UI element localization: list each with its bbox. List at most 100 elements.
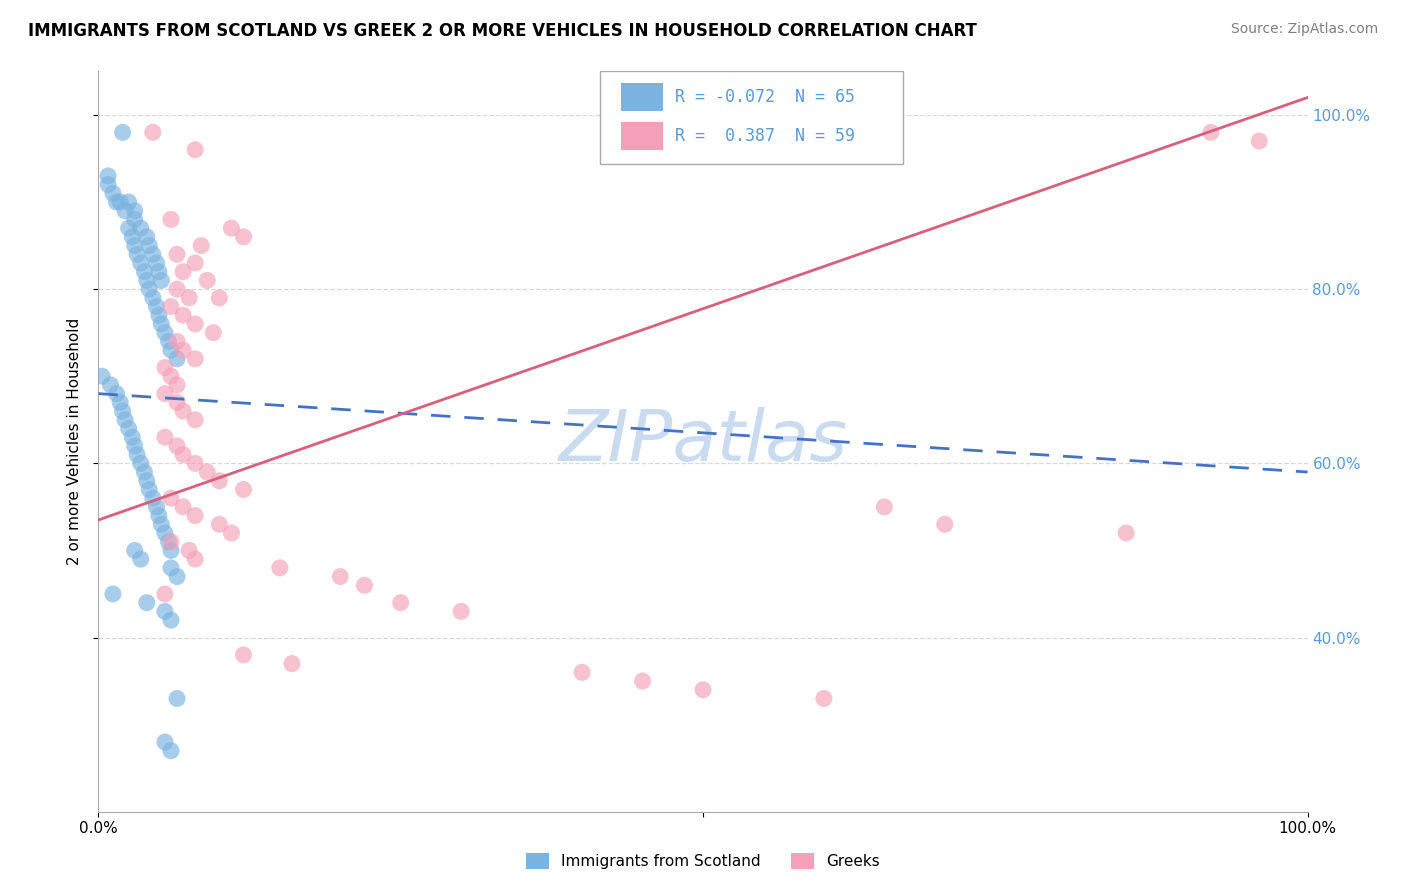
- Point: [353, 578, 375, 592]
- Point: [389, 596, 412, 610]
- Point: [184, 143, 207, 157]
- Point: [118, 194, 141, 209]
- FancyBboxPatch shape: [621, 122, 664, 150]
- Point: [127, 448, 149, 462]
- Point: [166, 378, 188, 392]
- Point: [145, 300, 167, 314]
- Point: [160, 343, 183, 357]
- Point: [329, 569, 352, 583]
- Point: [121, 230, 143, 244]
- Point: [172, 308, 194, 322]
- Point: [208, 291, 231, 305]
- Point: [153, 735, 176, 749]
- Point: [153, 326, 176, 340]
- Point: [813, 691, 835, 706]
- Point: [1115, 526, 1137, 541]
- Point: [269, 561, 291, 575]
- Point: [166, 439, 188, 453]
- FancyBboxPatch shape: [621, 83, 664, 111]
- Point: [124, 543, 146, 558]
- Point: [172, 265, 194, 279]
- Point: [111, 404, 134, 418]
- Point: [145, 256, 167, 270]
- Point: [142, 247, 165, 261]
- Point: [195, 465, 218, 479]
- Text: R = -0.072  N = 65: R = -0.072 N = 65: [675, 87, 855, 106]
- Point: [148, 265, 170, 279]
- Point: [221, 221, 243, 235]
- Point: [124, 439, 146, 453]
- Point: [142, 291, 165, 305]
- Point: [97, 169, 120, 183]
- Point: [135, 230, 157, 244]
- Point: [184, 256, 207, 270]
- Point: [160, 534, 183, 549]
- Point: [166, 351, 188, 366]
- Point: [100, 378, 122, 392]
- Point: [134, 265, 156, 279]
- Y-axis label: 2 or more Vehicles in Household: 2 or more Vehicles in Household: [67, 318, 83, 566]
- Point: [91, 369, 114, 384]
- Point: [232, 483, 254, 497]
- Point: [179, 291, 201, 305]
- Point: [101, 587, 124, 601]
- Point: [153, 386, 176, 401]
- Point: [124, 212, 146, 227]
- Point: [160, 613, 183, 627]
- Point: [172, 343, 194, 357]
- Point: [232, 648, 254, 662]
- Point: [184, 552, 207, 566]
- Point: [873, 500, 896, 514]
- Point: [184, 351, 207, 366]
- Point: [160, 491, 183, 505]
- Text: ZIPatlas: ZIPatlas: [558, 407, 848, 476]
- Point: [108, 395, 131, 409]
- Text: R =  0.387  N = 59: R = 0.387 N = 59: [675, 127, 855, 145]
- Point: [153, 526, 176, 541]
- Point: [148, 308, 170, 322]
- Point: [150, 517, 173, 532]
- Point: [172, 448, 194, 462]
- Point: [160, 300, 183, 314]
- Point: [1199, 125, 1222, 139]
- Point: [184, 317, 207, 331]
- Point: [160, 212, 183, 227]
- Point: [114, 203, 136, 218]
- Point: [160, 543, 183, 558]
- Point: [124, 203, 146, 218]
- Point: [450, 604, 472, 618]
- Point: [281, 657, 304, 671]
- Point: [166, 334, 188, 349]
- Point: [153, 587, 176, 601]
- Point: [135, 474, 157, 488]
- Point: [121, 430, 143, 444]
- Point: [190, 238, 212, 252]
- Point: [202, 326, 225, 340]
- Point: [129, 552, 152, 566]
- Point: [148, 508, 170, 523]
- Point: [160, 744, 183, 758]
- Point: [157, 334, 180, 349]
- Point: [179, 543, 201, 558]
- Point: [166, 282, 188, 296]
- Point: [184, 456, 207, 470]
- Point: [129, 256, 152, 270]
- Point: [172, 500, 194, 514]
- Point: [114, 413, 136, 427]
- Point: [97, 178, 120, 192]
- Point: [195, 273, 218, 287]
- Point: [172, 404, 194, 418]
- Point: [208, 474, 231, 488]
- Point: [105, 386, 128, 401]
- Point: [142, 491, 165, 505]
- Point: [101, 186, 124, 201]
- Point: [138, 238, 160, 252]
- Point: [160, 561, 183, 575]
- Point: [1249, 134, 1271, 148]
- Point: [105, 194, 128, 209]
- Point: [135, 273, 157, 287]
- Point: [127, 247, 149, 261]
- Point: [153, 430, 176, 444]
- Point: [150, 317, 173, 331]
- Point: [208, 517, 231, 532]
